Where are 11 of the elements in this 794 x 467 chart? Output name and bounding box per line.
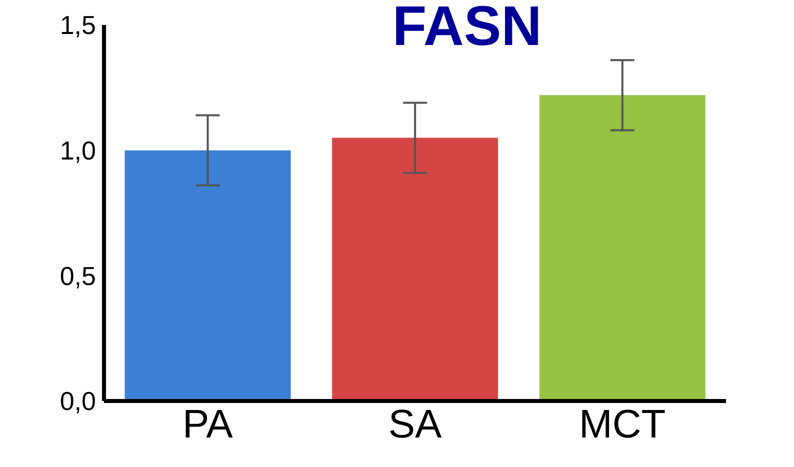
y-tick-label: 0,0 (60, 386, 96, 416)
x-tick-label: MCT (579, 402, 666, 446)
x-tick-label: SA (388, 402, 442, 446)
x-tick-label: PA (182, 402, 234, 446)
bar (539, 95, 706, 401)
chart-title: FASN (392, 0, 542, 57)
y-tick-label: 1,5 (60, 10, 96, 40)
y-tick-label: 0,5 (60, 260, 96, 291)
bar (124, 150, 291, 401)
y-tick-label: 1,0 (60, 136, 96, 166)
bar (332, 138, 498, 401)
